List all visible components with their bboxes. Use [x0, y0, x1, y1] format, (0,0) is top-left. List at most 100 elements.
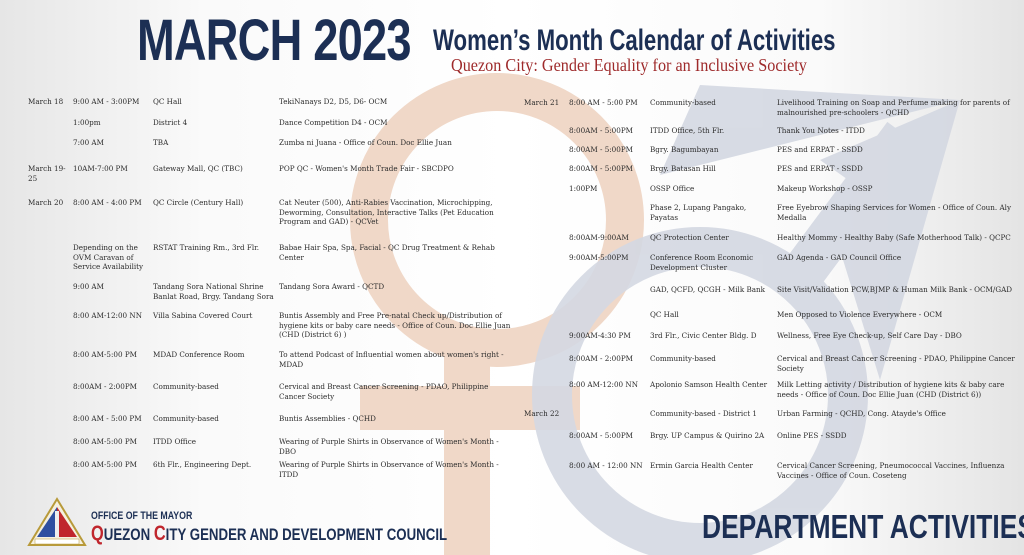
cell-activity: To attend Podcast of Influential women a…: [279, 350, 504, 369]
cell-date: March 22: [524, 409, 560, 418]
cell-activity: Urban Farming - QCHD, Cong. Atayde's Off…: [777, 409, 946, 418]
cell-date: March 21: [524, 98, 560, 107]
cell-activity: Online PES - SSDD: [777, 431, 847, 440]
cell-venue: ITDD Office: [153, 437, 197, 446]
cell-activity: Dance Competition D4 - OCM: [279, 118, 388, 127]
cell-venue: Brgy. UP Campus & Quirino 2A: [650, 431, 765, 440]
cell-activity: Cervical Cancer Screening, Pneumococcal …: [777, 461, 1005, 480]
cell-activity: Cat Neuter (500), Anti-Rabies Vaccinatio…: [279, 198, 494, 226]
page-title: MARCH 2023: [137, 8, 412, 73]
cell-activity: PES and ERPAT - SSDD: [777, 164, 863, 173]
cell-activity: Wearing of Purple Shirts in Observance o…: [279, 460, 499, 479]
cell-activity: TekiNanays D2, D5, D6- OCM: [279, 97, 388, 106]
cell-venue: 3rd Flr., Civic Center Bldg. D: [650, 331, 757, 340]
cell-activity: Zumba ni Juana - Office of Coun. Doc Ell…: [279, 138, 452, 147]
cell-time: 8:00 AM - 4:00 PM: [73, 198, 142, 207]
cell-time: 1:00PM: [569, 184, 598, 193]
cell-venue: Bgry. Bagumbayan: [650, 145, 719, 154]
cell-venue: TBA: [153, 138, 169, 147]
cell-time: 7:00 AM: [73, 138, 104, 147]
cell-time: 8:00AM - 2:00PM: [73, 382, 138, 391]
cell-venue: Apolonio Samson Health Center: [650, 380, 768, 389]
page-subtitle: Women’s Month Calendar of Activities: [433, 24, 836, 57]
cell-venue: District 4: [153, 118, 188, 127]
cell-venue: Conference Room Economic Development Clu…: [650, 253, 754, 272]
cell-activity: Site Visit/Validation PCW,BJMP & Human M…: [777, 285, 1013, 294]
cell-time: 8:00AM - 5:00PM: [569, 145, 634, 154]
cell-venue: MDAD Conference Room: [153, 350, 245, 359]
cell-activity: Wellness, Free Eye Check-up, Self Care D…: [777, 331, 962, 340]
cell-time: 8:00AM - 5:00PM: [569, 126, 634, 135]
cell-activity: Livelihood Training on Soap and Perfume …: [777, 98, 1010, 117]
cell-activity: Babae Hair Spa, Spa, Facial - QC Drug Tr…: [279, 243, 495, 262]
cell-time: 9:00AM-4:30 PM: [569, 331, 631, 340]
cell-venue: QC Hall: [153, 97, 182, 106]
cell-venue: RSTAT Training Rm., 3rd Flr.: [153, 243, 260, 252]
cell-time: 8:00 AM-5:00 PM: [73, 350, 138, 359]
cell-venue: QC Circle (Century Hall): [153, 198, 244, 207]
cell-time: 1:00pm: [73, 118, 101, 127]
cell-time: Depending on the OVM Caravan of Service …: [73, 243, 144, 271]
cell-activity: PES and ERPAT - SSDD: [777, 145, 863, 154]
cell-time: 8:00 AM-12:00 NN: [73, 311, 142, 320]
cell-venue: GAD, QCFD, QCGH - Milk Bank: [650, 285, 766, 294]
cell-time: 8:00 AM - 12:00 NN: [569, 461, 643, 470]
cell-activity: POP QC - Women's Month Trade Fair - SBCD…: [279, 164, 454, 173]
cell-time: 8:00 AM-5:00 PM: [73, 460, 138, 469]
cell-time: 8:00 AM-5:00 PM: [73, 437, 138, 446]
cell-date: March 18: [28, 97, 64, 106]
cell-activity: Buntis Assembly and Free Pre-natal Check…: [279, 311, 511, 339]
cell-venue: Community-based: [650, 354, 716, 363]
cell-activity: Thank You Notes - ITDD: [777, 126, 865, 135]
cell-venue: Community-based: [650, 98, 716, 107]
male-symbol: [532, 85, 960, 555]
cell-activity: Cervical and Breast Cancer Screening - P…: [777, 354, 1015, 373]
cell-date: March 20: [28, 198, 64, 207]
cell-time: 8:00AM - 5:00PM: [569, 431, 634, 440]
cell-venue: Tandang Sora National Shrine Banlat Road…: [153, 282, 274, 301]
cell-activity: Buntis Assemblies - QCHD: [279, 414, 376, 423]
cell-venue: 6th Flr., Engineering Dept.: [153, 460, 252, 469]
cell-time: 8:00 AM-12:00 NN: [569, 380, 638, 389]
council-name: QUEZON CITY GENDER AND DEVELOPMENT COUNC…: [91, 523, 447, 544]
cell-venue: Phase 2, Lupang Pangako, Payatas: [650, 203, 747, 222]
cell-time: 9:00 AM: [73, 282, 104, 291]
cell-time: 9:00 AM - 3:00PM: [73, 97, 140, 106]
cell-activity: Cervical and Breast Cancer Screening - P…: [279, 382, 489, 401]
department-activities-label: DEPARTMENT ACTIVITIES: [702, 508, 1024, 545]
cell-activity: GAD Agenda - GAD Council Office: [777, 253, 902, 262]
quezon-city-seal-icon: [27, 497, 87, 546]
cell-time: 8:00 AM - 5:00 PM: [569, 98, 638, 107]
cell-time: 8:00 AM - 5:00 PM: [73, 414, 142, 423]
office-of-the-mayor: OFFICE OF THE MAYOR: [91, 510, 193, 522]
cell-venue: Villa Sabina Covered Court: [153, 311, 253, 320]
cell-venue: Community-based: [153, 414, 219, 423]
cell-activity: Free Eyebrow Shaping Services for Women …: [777, 203, 1012, 222]
cell-activity: Tandang Sora Award - QCTD: [279, 282, 385, 291]
cell-time: 8:00AM - 5:00PM: [569, 164, 634, 173]
council-rest: ITY GENDER AND DEVELOPMENT COUNCIL: [165, 525, 448, 544]
council-uezon: UEZON: [103, 525, 154, 544]
cell-activity: Healthy Mommy - Healthy Baby (Safe Mothe…: [777, 233, 1011, 242]
tagline: Quezon City: Gender Equality for an Incl…: [451, 55, 807, 75]
cell-venue: Ermin Garcia Health Center: [650, 461, 753, 470]
cell-venue: ITDD Office, 5th Flr.: [650, 126, 725, 135]
council-c: C: [153, 522, 166, 545]
cell-activity: Makeup Workshop - OSSP: [777, 184, 873, 193]
cell-venue: Brgy. Batasan Hill: [650, 164, 716, 173]
council-q: Q: [91, 522, 104, 545]
cell-time: 8:00AM-9:00AM: [569, 233, 629, 242]
cell-time: 8:00AM - 2:00PM: [569, 354, 634, 363]
cell-venue: QC Hall: [650, 310, 679, 319]
cell-venue: Community-based - District 1: [650, 409, 757, 418]
cell-venue: Community-based: [153, 382, 219, 391]
cell-time: 10AM-7:00 PM: [73, 164, 128, 173]
cell-activity: Wearing of Purple Shirts in Observance o…: [279, 437, 499, 456]
cell-date: March 19-25: [28, 164, 66, 183]
cell-venue: QC Protection Center: [650, 233, 729, 242]
cell-venue: OSSP Office: [650, 184, 695, 193]
cell-activity: Milk Letting activity / Distribution of …: [777, 380, 1005, 399]
cell-venue: Gateway Mall, QC (TBC): [153, 164, 243, 173]
cell-activity: Men Opposed to Violence Everywhere - OCM: [777, 310, 943, 319]
